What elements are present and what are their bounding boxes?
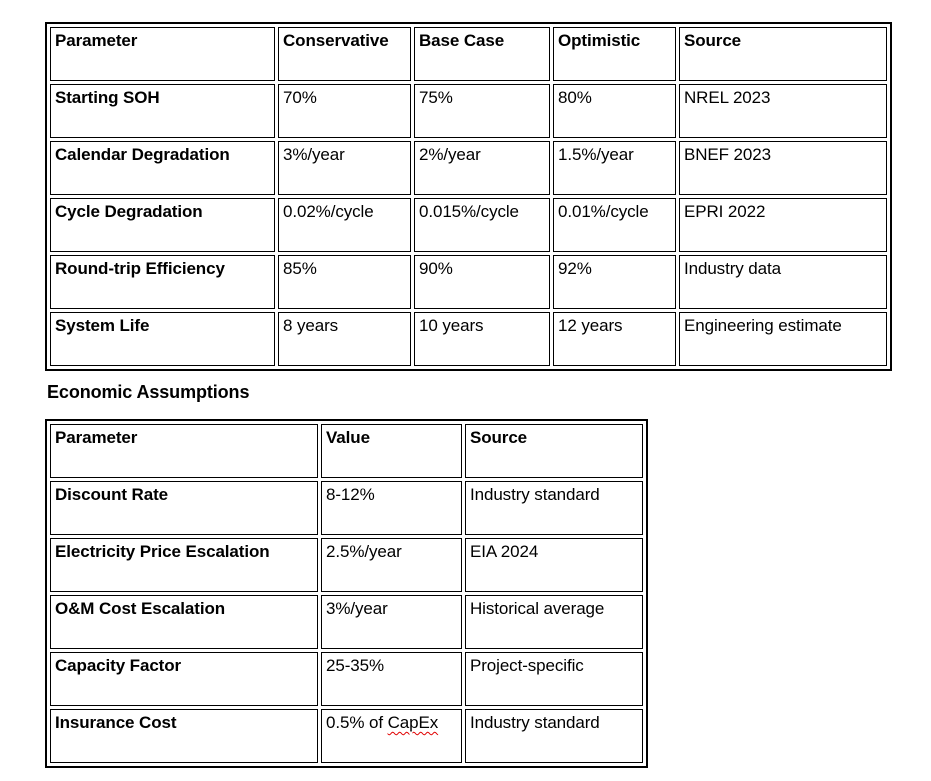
- table-cell: 75%: [414, 84, 550, 138]
- row-header: O&M Cost Escalation: [50, 595, 318, 649]
- table-row-cycle-degradation: Cycle Degradation 0.02%/cycle 0.015%/cyc…: [50, 198, 887, 252]
- row-header: Capacity Factor: [50, 652, 318, 706]
- table-cell: EPRI 2022: [679, 198, 887, 252]
- header-source: Source: [679, 27, 887, 81]
- table-cell: 10 years: [414, 312, 550, 366]
- header-value: Value: [321, 424, 462, 478]
- table-row-calendar-degradation: Calendar Degradation 3%/year 2%/year 1.5…: [50, 141, 887, 195]
- table-cell: 2%/year: [414, 141, 550, 195]
- row-header: Starting SOH: [50, 84, 275, 138]
- spellcheck-flagged-word: CapEx: [387, 713, 439, 732]
- table-cell: 2.5%/year: [321, 538, 462, 592]
- header-base-case: Base Case: [414, 27, 550, 81]
- table-row-system-life: System Life 8 years 10 years 12 years En…: [50, 312, 887, 366]
- table-row-om-cost-escalation: O&M Cost Escalation 3%/year Historical a…: [50, 595, 643, 649]
- table-row-electricity-price-escalation: Electricity Price Escalation 2.5%/year E…: [50, 538, 643, 592]
- table-cell: 8-12%: [321, 481, 462, 535]
- table-cell: 80%: [553, 84, 676, 138]
- table-cell: 25-35%: [321, 652, 462, 706]
- scenario-assumptions-table: Parameter Conservative Base Case Optimis…: [45, 22, 892, 371]
- table-cell: BNEF 2023: [679, 141, 887, 195]
- economic-assumptions-table: Parameter Value Source Discount Rate 8-1…: [45, 419, 648, 768]
- header-parameter: Parameter: [50, 424, 318, 478]
- section-heading: Economic Assumptions: [47, 382, 250, 402]
- table-cell: NREL 2023: [679, 84, 887, 138]
- table-cell: 1.5%/year: [553, 141, 676, 195]
- header-parameter: Parameter: [50, 27, 275, 81]
- table-cell: 8 years: [278, 312, 411, 366]
- table1-header-row: Parameter Conservative Base Case Optimis…: [50, 27, 887, 81]
- table-row-insurance-cost: Insurance Cost 0.5% of CapEx Industry st…: [50, 709, 643, 763]
- table-row-starting-soh: Starting SOH 70% 75% 80% NREL 2023: [50, 84, 887, 138]
- row-header: Round-trip Efficiency: [50, 255, 275, 309]
- header-source: Source: [465, 424, 643, 478]
- header-conservative: Conservative: [278, 27, 411, 81]
- row-header: Discount Rate: [50, 481, 318, 535]
- table-cell: 92%: [553, 255, 676, 309]
- table-cell: Industry standard: [465, 709, 643, 763]
- table-cell: 90%: [414, 255, 550, 309]
- table-cell: 0.5% of CapEx: [321, 709, 462, 763]
- table-cell: 3%/year: [321, 595, 462, 649]
- row-header: Cycle Degradation: [50, 198, 275, 252]
- table-row-discount-rate: Discount Rate 8-12% Industry standard: [50, 481, 643, 535]
- table-cell: Project-specific: [465, 652, 643, 706]
- row-header: Electricity Price Escalation: [50, 538, 318, 592]
- table-row-round-trip-efficiency: Round-trip Efficiency 85% 90% 92% Indust…: [50, 255, 887, 309]
- table-cell: 0.01%/cycle: [553, 198, 676, 252]
- table-cell: Industry standard: [465, 481, 643, 535]
- row-header: Calendar Degradation: [50, 141, 275, 195]
- header-optimistic: Optimistic: [553, 27, 676, 81]
- table-cell: Engineering estimate: [679, 312, 887, 366]
- table-cell: 85%: [278, 255, 411, 309]
- table-row-capacity-factor: Capacity Factor 25-35% Project-specific: [50, 652, 643, 706]
- table-cell: 0.015%/cycle: [414, 198, 550, 252]
- table-cell: EIA 2024: [465, 538, 643, 592]
- table-cell: 3%/year: [278, 141, 411, 195]
- table-cell: Historical average: [465, 595, 643, 649]
- table-cell: 70%: [278, 84, 411, 138]
- table-cell: Industry data: [679, 255, 887, 309]
- table-cell: 12 years: [553, 312, 676, 366]
- table-cell: 0.02%/cycle: [278, 198, 411, 252]
- table2-header-row: Parameter Value Source: [50, 424, 643, 478]
- row-header: System Life: [50, 312, 275, 366]
- row-header: Insurance Cost: [50, 709, 318, 763]
- value-text: 0.5% of: [326, 713, 388, 732]
